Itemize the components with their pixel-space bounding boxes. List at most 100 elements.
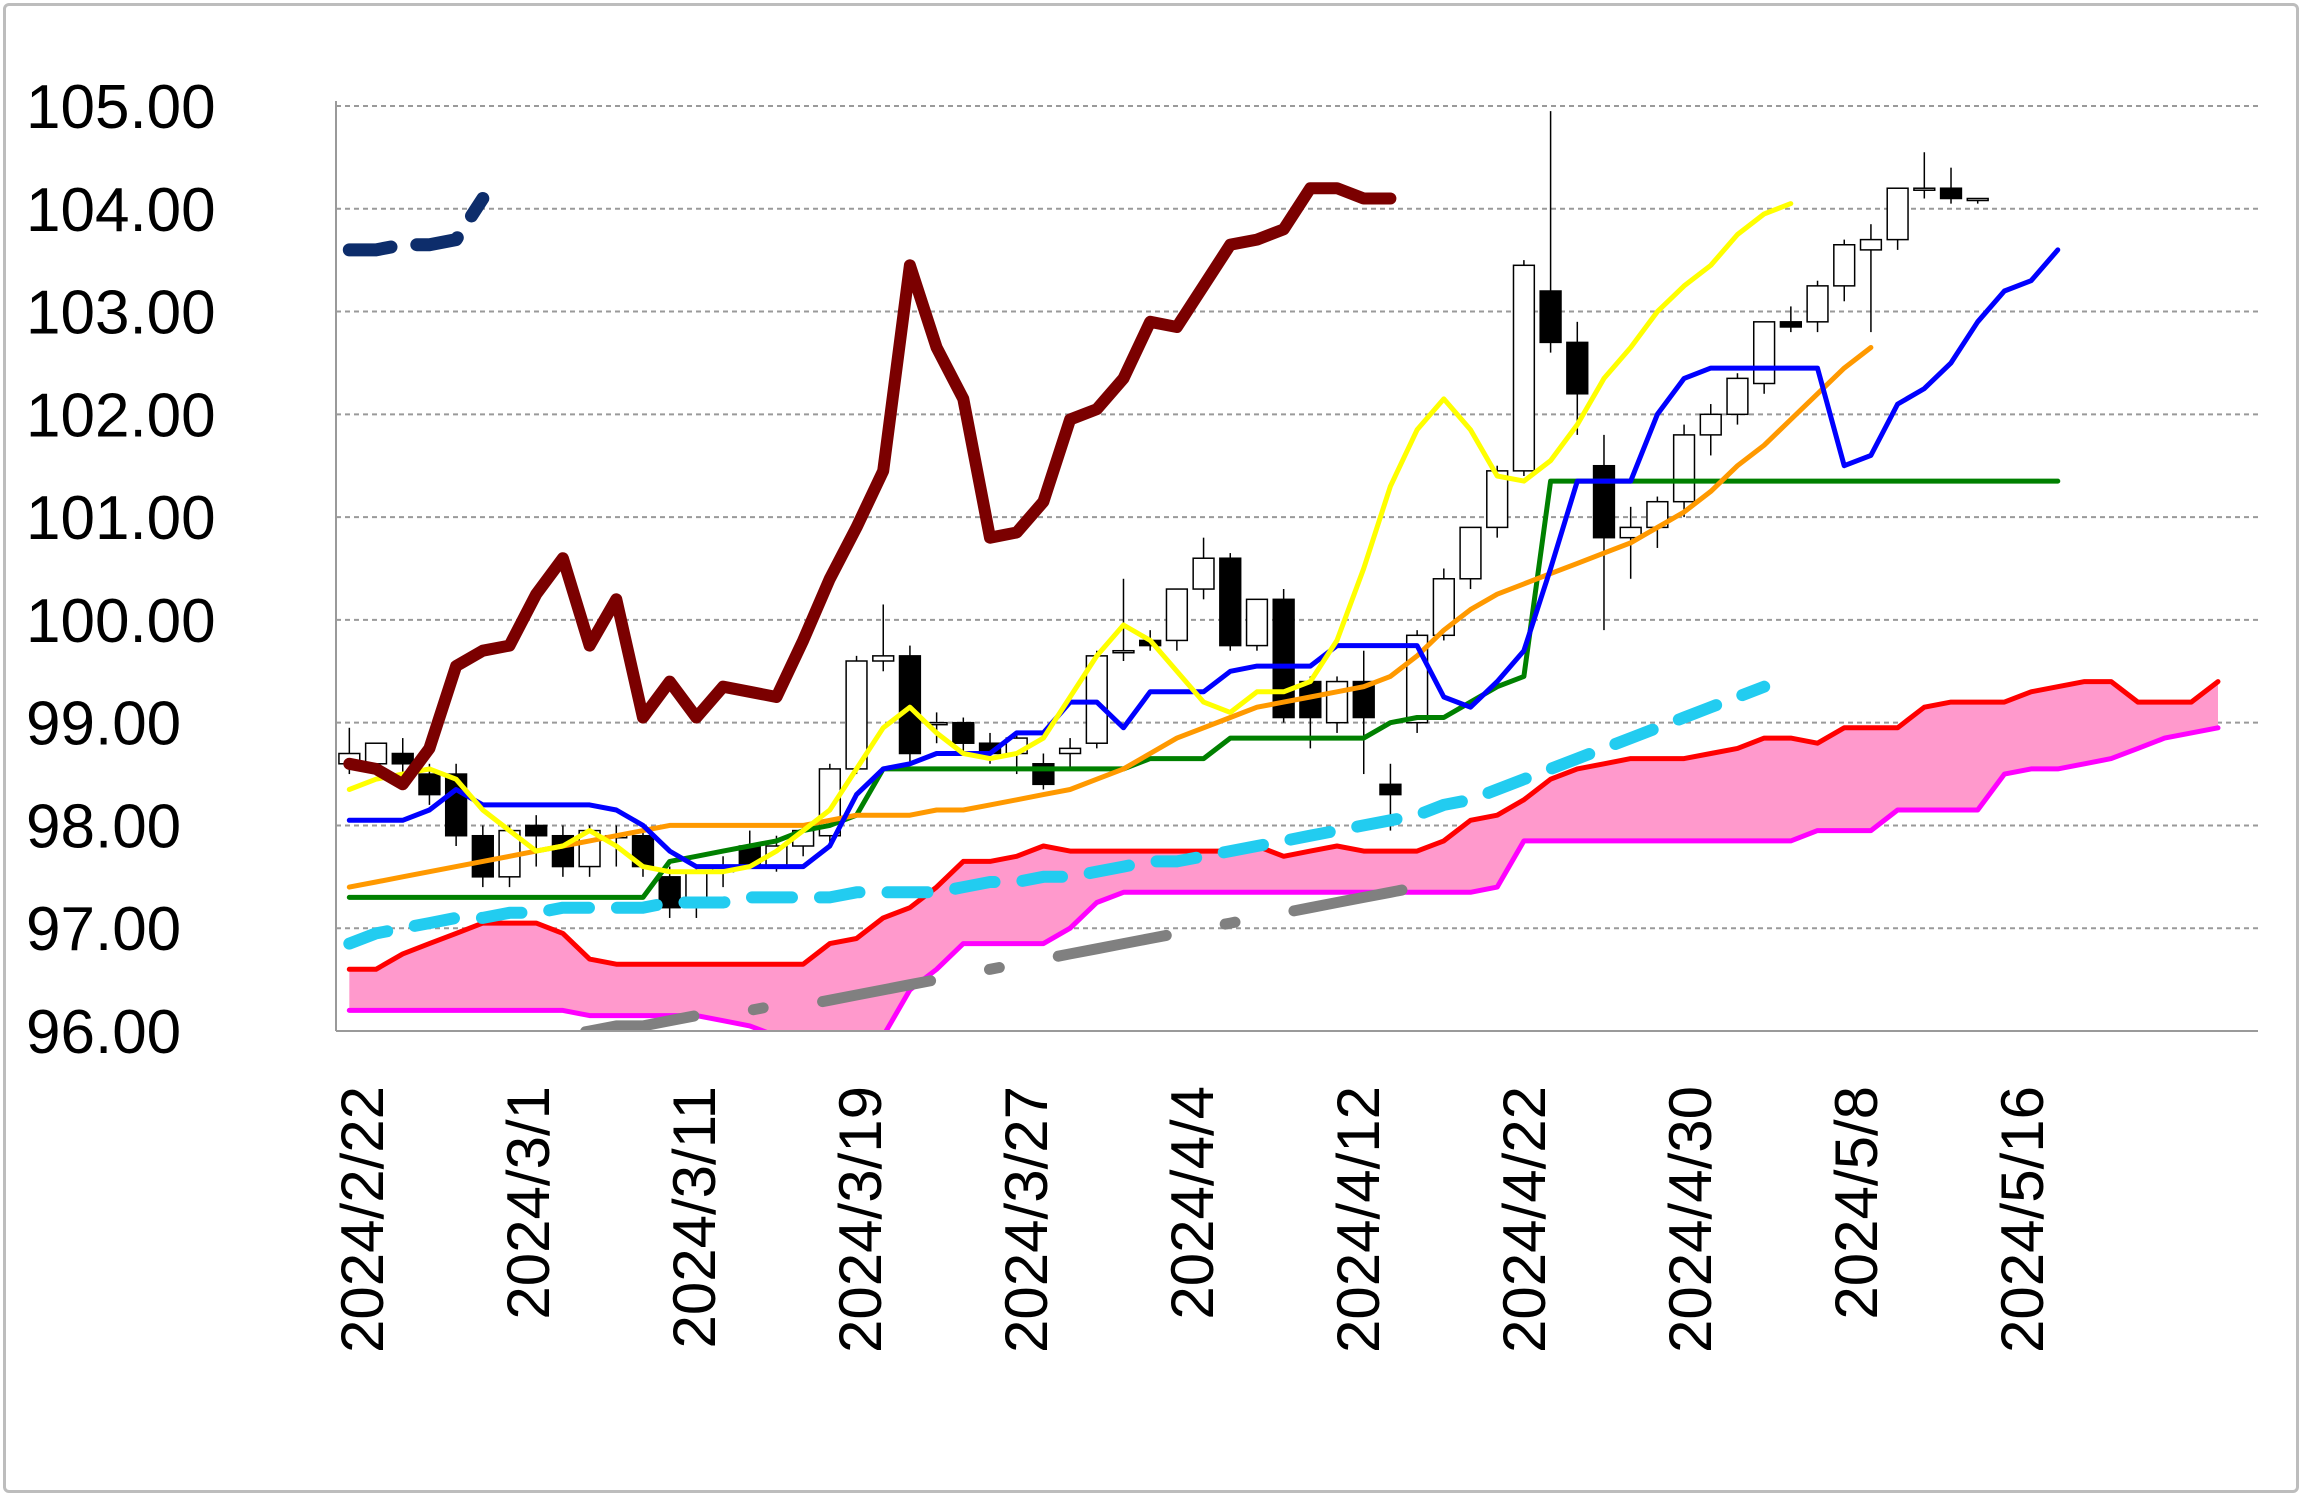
candle (1779, 306, 1803, 333)
candle (551, 825, 575, 877)
x-tick-label: 2024/4/22 (1491, 1086, 1558, 1353)
candle-body (1512, 264, 1536, 472)
y-tick-label: 98.00 (26, 792, 181, 861)
candle (1165, 588, 1189, 651)
candle-body (1325, 680, 1349, 724)
candle (471, 825, 494, 888)
candle-body (1699, 413, 1722, 436)
candle-body (1592, 464, 1616, 539)
candle (952, 717, 975, 754)
candle (1886, 187, 1909, 250)
candle (1566, 321, 1589, 435)
y-tick-label: 100.00 (26, 587, 216, 656)
candle-body (1672, 434, 1696, 503)
series-line-forecast (342, 192, 490, 257)
candle-body (418, 773, 441, 796)
candle-body (1432, 578, 1455, 637)
x-tick-label: 2024/3/19 (827, 1086, 894, 1353)
candle-body (1192, 557, 1215, 590)
x-tick-label: 2024/4/12 (1325, 1086, 1392, 1353)
candle (1806, 280, 1829, 333)
candle-body (872, 655, 895, 662)
candle-body (1859, 238, 1883, 251)
candle (1058, 738, 1082, 769)
candle (1939, 167, 1963, 204)
candle-body (1352, 680, 1375, 719)
candle-body (525, 824, 548, 837)
candle-body (1459, 526, 1482, 580)
x-tick-label: 2024/3/1 (495, 1086, 562, 1320)
candle-body (1619, 526, 1642, 539)
candle-body (1806, 285, 1829, 323)
candle-body (391, 752, 414, 765)
series-line-tenkan (346, 247, 2061, 870)
series-line-kijun (346, 478, 2061, 900)
series-line-senkou_a (346, 679, 2221, 972)
candle-body (1833, 244, 1856, 287)
candle (1913, 152, 1936, 199)
candle (1859, 224, 1883, 333)
x-tick-label: 2024/5/8 (1823, 1086, 1890, 1320)
y-tick-label: 101.00 (26, 484, 216, 553)
candle (1085, 650, 1108, 749)
candle-body (952, 721, 975, 744)
candle (1032, 753, 1055, 790)
candle-body (1165, 588, 1189, 642)
candle-body (1939, 187, 1963, 200)
y-tick-label: 96.00 (26, 998, 181, 1067)
candle-body (845, 660, 868, 770)
candle (1672, 424, 1696, 518)
candle-body (1112, 649, 1135, 654)
candle (658, 866, 681, 918)
series-line-ma_dashdot (533, 881, 1423, 1031)
series-line-ma_dashed (343, 680, 1771, 950)
y-tick-label: 103.00 (26, 279, 216, 348)
y-tick-label: 102.00 (26, 381, 216, 450)
candle-body (1058, 747, 1082, 755)
candle (1245, 598, 1269, 651)
candle (1592, 434, 1616, 631)
candle-body (1779, 321, 1803, 328)
candle (1699, 404, 1722, 456)
candle (1833, 239, 1856, 302)
ichimoku-chart: 105.00 104.00 103.00 102.00 101.00 100.00 99.0… (26, 73, 2258, 1353)
candle (1112, 578, 1135, 661)
candle (1752, 321, 1776, 394)
candle-body (1219, 557, 1242, 647)
candle-body (1245, 598, 1269, 647)
candle (1432, 568, 1455, 641)
candle-body (1486, 470, 1509, 529)
candle (845, 655, 868, 775)
y-tick-label: 97.00 (26, 895, 181, 964)
chart-frame: 105.00 104.00 103.00 102.00 101.00 100.00 99.0… (3, 3, 2299, 1493)
candle-body (471, 834, 494, 878)
x-tick-label: 2024/3/27 (993, 1086, 1060, 1353)
candle-body (364, 742, 388, 765)
x-tick-label: 2024/4/30 (1657, 1086, 1724, 1353)
plot-area (338, 111, 2221, 1031)
candle-body (1379, 783, 1402, 796)
series-line-ma_fast (346, 201, 1794, 875)
series-line-chikou (343, 182, 1397, 791)
x-tick-label: 2024/4/4 (1159, 1086, 1226, 1320)
candle (685, 866, 708, 918)
candle (1512, 260, 1536, 476)
candle-body (658, 876, 681, 909)
y-tick-label: 99.00 (26, 690, 181, 759)
candle (1539, 111, 1562, 353)
candle-body (1752, 321, 1776, 385)
candle-body (1566, 341, 1589, 395)
candle-body (898, 655, 922, 755)
x-tick-label: 2024/5/16 (1989, 1086, 2056, 1353)
candle (1219, 553, 1242, 651)
candle (1192, 537, 1215, 600)
candle (1325, 676, 1349, 733)
candle-body (1726, 377, 1749, 416)
candle (1966, 197, 1989, 204)
candle-body (1886, 187, 1909, 241)
candle (1726, 373, 1749, 425)
candle-body (1966, 197, 1989, 202)
candle (1459, 526, 1482, 590)
candle-body (1913, 187, 1936, 191)
candle-body (1539, 290, 1562, 344)
